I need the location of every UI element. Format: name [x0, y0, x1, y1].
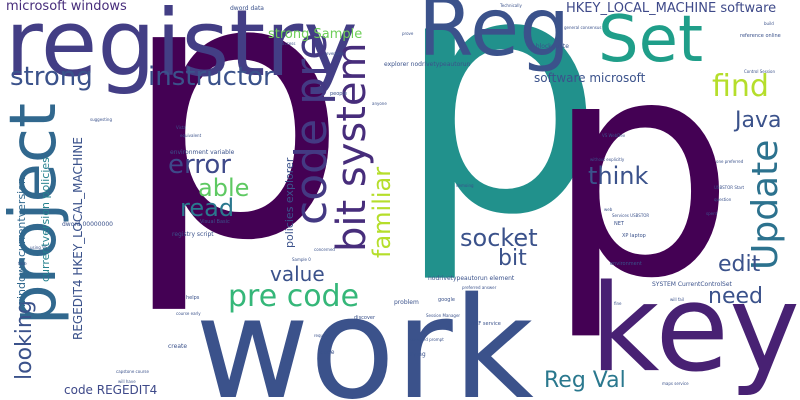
cloud-word: reference online	[740, 33, 781, 39]
cloud-word: dword data	[230, 5, 264, 12]
cloud-word: preferred answer	[462, 285, 497, 290]
cloud-word: suggesting	[90, 117, 112, 122]
cloud-word: Control Session	[744, 69, 775, 74]
cloud-word: socket	[460, 224, 538, 252]
cloud-word: requires	[314, 333, 331, 338]
cloud-word: USBSTOR Start	[714, 185, 745, 190]
cloud-word: able	[198, 174, 250, 202]
cloud-word: Sample 0	[292, 257, 311, 262]
cloud-word: dword 00000000	[62, 221, 114, 228]
cloud-word: WCF service	[470, 321, 501, 327]
cloud-word: will fail	[670, 297, 684, 302]
cloud-word: Visual Basic	[200, 219, 230, 225]
cloud-word: Reg	[418, 0, 570, 74]
cloud-word: capstone course	[116, 369, 149, 374]
cloud-word: build	[764, 21, 774, 26]
cloud-word: REGEDIT4 HKEY_LOCAL_MACHINE	[71, 137, 85, 340]
cloud-word: software microsoft	[534, 71, 646, 85]
cloud-word: NET	[614, 221, 624, 227]
cloud-word: access	[282, 41, 296, 46]
cloud-word: create	[168, 343, 188, 350]
cloud-word: Set	[598, 3, 704, 77]
cloud-word: familiar	[368, 166, 396, 258]
cloud-word: environment variable	[170, 149, 235, 156]
cloud-word: Session Manager	[426, 313, 461, 318]
cloud-word: p	[545, 0, 736, 344]
cloud-word: without explicitly	[590, 157, 625, 162]
cloud-word: need	[708, 284, 763, 309]
cloud-word: project	[0, 102, 71, 325]
cloud-word: nodrivetypeautorun element	[428, 275, 515, 282]
cloud-word: Services USBSTOR	[612, 213, 650, 218]
cloud-word: code REGEDIT4	[64, 383, 158, 397]
cloud-word: everyone	[326, 51, 345, 56]
cloud-word: general consensus	[564, 25, 602, 30]
cloud-word: error	[168, 150, 231, 180]
cloud-word: Update	[745, 139, 786, 270]
cloud-word: pre code	[228, 279, 360, 314]
cloud-word: maps service	[662, 381, 689, 386]
cloud-word: windows currentversion	[15, 177, 28, 308]
cloud-word: strong Sample	[268, 27, 363, 42]
cloud-word: bit	[498, 246, 527, 271]
cloud-word: edit	[718, 252, 761, 277]
cloud-word: Technically	[500, 3, 522, 8]
cloud-word: problem	[394, 299, 419, 306]
cloud-word: take	[18, 261, 27, 266]
cloud-word: looking	[12, 300, 37, 380]
cloud-word: using VS	[30, 245, 48, 250]
cloud-word: bit system	[329, 42, 375, 252]
cloud-word: anyone	[372, 101, 387, 106]
cloud-word: one preferred	[716, 159, 744, 164]
cloud-word: strong	[10, 62, 93, 92]
cloud-word: concerned	[314, 247, 335, 252]
cloud-word: currentversion policies	[39, 157, 52, 282]
cloud-word: think	[588, 162, 649, 190]
cloud-word: registry	[5, 0, 358, 97]
cloud-word: policies explorer	[283, 157, 296, 248]
cloud-word: p	[395, 0, 605, 287]
cloud-word: Vista	[176, 125, 186, 130]
cloud-word: read	[180, 194, 235, 222]
cloud-word: prove	[402, 31, 414, 36]
cloud-word: web	[604, 207, 613, 212]
cloud-word: XP laptop	[622, 233, 646, 239]
cloud-word: explorer nodrivetypeautorun	[384, 61, 471, 68]
cloud-word: p	[120, 0, 349, 319]
cloud-word: key	[590, 260, 800, 399]
cloud-word: work	[195, 268, 534, 400]
cloud-word: SYSTEM CurrentControlSet	[652, 281, 732, 288]
cloud-word: command prompt	[408, 337, 444, 342]
cloud-word: fine	[614, 301, 622, 306]
cloud-word: VS WebDev	[602, 133, 626, 138]
cloud-word: equivalent	[180, 133, 202, 138]
cloud-word: question	[714, 197, 732, 202]
cloud-word: value	[270, 262, 325, 286]
cloud-word: microsoft windows	[6, 0, 127, 14]
cloud-word: p blockquote	[530, 43, 569, 50]
cloud-word: people	[330, 91, 347, 97]
cloud-word: demoing	[456, 183, 474, 188]
cloud-word: trying	[408, 351, 426, 358]
cloud-word: HKEY_LOCAL_MACHINE software	[566, 1, 777, 16]
cloud-word: Java	[735, 108, 782, 133]
cloud-word: code	[320, 349, 335, 356]
cloud-word: find	[712, 69, 769, 104]
cloud-word: helps	[186, 295, 200, 301]
cloud-word: Reg Val	[544, 368, 626, 393]
cloud-word: discover	[354, 315, 376, 321]
cloud-word: registry script	[172, 231, 214, 238]
cloud-word: spent	[706, 211, 718, 216]
cloud-word: course early	[176, 311, 201, 316]
cloud-word: environment	[610, 261, 642, 267]
cloud-word: instructor	[148, 62, 274, 92]
cloud-word: google	[438, 297, 455, 303]
cloud-word: will have	[118, 379, 136, 384]
cloud-word: code pre	[286, 32, 337, 225]
